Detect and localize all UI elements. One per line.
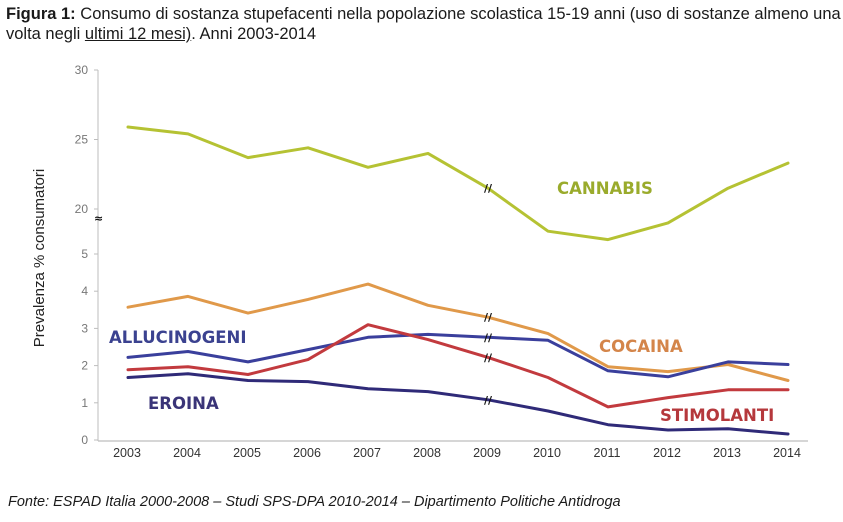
- series-break-mark: //: [484, 394, 493, 407]
- x-tick-label: 2004: [173, 446, 201, 460]
- caption-prefix: Figura 1:: [6, 5, 76, 23]
- y-tick-label: 4: [81, 284, 88, 298]
- y-axis-title: Prevalenza % consumatori: [31, 169, 48, 347]
- series-break-mark: //: [484, 311, 493, 324]
- axis-break-mark: ≈: [94, 212, 103, 225]
- series-line-cocaina: [126, 282, 790, 382]
- y-tick-label: 25: [75, 133, 89, 147]
- x-tick-label: 2013: [713, 446, 741, 460]
- series-label-cannabis: CANNABIS: [557, 179, 653, 198]
- series-label-allucinogeni: ALLUCINOGENI: [109, 328, 246, 347]
- y-tick-label: 20: [75, 202, 89, 216]
- caption-underlined: ultimi 12 mesi): [84, 25, 192, 43]
- series-break-mark: //: [484, 351, 493, 364]
- x-tick-label: 2007: [353, 446, 381, 460]
- y-tick-label: 0: [81, 433, 88, 447]
- y-tick-label: 5: [81, 247, 88, 261]
- series-break-mark: //: [484, 182, 493, 195]
- series-labels: CANNABIS COCAINA ALLUCINOGENI STIMOLANTI ERO…: [109, 179, 774, 425]
- y-tick-label: 1: [81, 396, 88, 410]
- x-tick-label: 2009: [473, 446, 501, 460]
- y-tick-label: 2: [81, 359, 88, 373]
- x-tick-label: 2011: [594, 446, 621, 460]
- series-label-eroina: EROINA: [148, 394, 219, 413]
- x-tick-label: 2014: [773, 446, 801, 460]
- source-note: Fonte: ESPAD Italia 2000-2008 – Studi SP…: [8, 494, 621, 510]
- x-tick-label: 2008: [413, 446, 441, 460]
- x-tick-label: 2010: [533, 446, 561, 460]
- series-line-cannabis: [126, 125, 790, 242]
- x-tick-label: 2006: [293, 446, 321, 460]
- x-tick-label: 2005: [233, 446, 261, 460]
- caption-text-2: . Anni 2003-2014: [191, 25, 317, 43]
- series-label-cocaina: COCAINA: [599, 337, 683, 356]
- axes: 0 1 2 3 4 5 20 25 30 ≈ Prevalenza % consumatori 200…: [31, 63, 808, 460]
- figure-caption: Figura 1: Consumo di sostanza stupefacen…: [6, 4, 841, 44]
- y-tick-label: 30: [75, 63, 89, 77]
- series-break-mark: //: [484, 331, 493, 344]
- x-tick-label: 2003: [113, 446, 141, 460]
- series-line-allucinogeni: [126, 332, 790, 379]
- series-lines: // // // // //: [126, 125, 790, 436]
- series-line-stimolanti: [126, 323, 790, 409]
- caption-text-1: Consumo di sostanza stupefacenti nella p…: [6, 5, 841, 43]
- series-label-stimolanti: STIMOLANTI: [660, 406, 774, 425]
- y-tick-label: 3: [81, 321, 88, 335]
- series-line-eroina: [126, 372, 790, 436]
- x-tick-label: 2012: [653, 446, 681, 460]
